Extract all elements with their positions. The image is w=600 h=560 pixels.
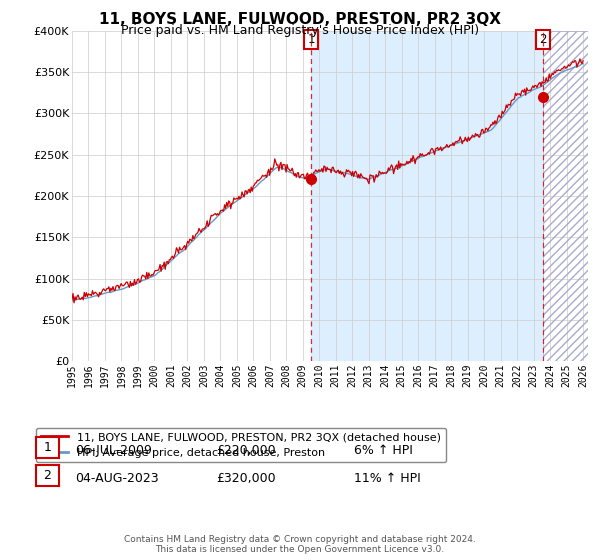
Text: Price paid vs. HM Land Registry's House Price Index (HPI): Price paid vs. HM Land Registry's House … bbox=[121, 24, 479, 36]
Text: Contains HM Land Registry data © Crown copyright and database right 2024.
This d: Contains HM Land Registry data © Crown c… bbox=[124, 535, 476, 554]
Text: £320,000: £320,000 bbox=[216, 472, 275, 486]
Text: 11% ↑ HPI: 11% ↑ HPI bbox=[354, 472, 421, 486]
Text: 2: 2 bbox=[539, 32, 547, 45]
Text: 1: 1 bbox=[43, 441, 52, 454]
Text: £220,000: £220,000 bbox=[216, 444, 275, 458]
Text: 04-AUG-2023: 04-AUG-2023 bbox=[75, 472, 158, 486]
Text: 1: 1 bbox=[307, 32, 315, 45]
Bar bbox=[543, 31, 591, 361]
Text: 6% ↑ HPI: 6% ↑ HPI bbox=[354, 444, 413, 458]
Text: 2: 2 bbox=[43, 469, 52, 482]
Bar bbox=[543, 31, 591, 361]
Bar bbox=[311, 31, 543, 361]
Bar bbox=[543, 31, 591, 361]
Legend: 11, BOYS LANE, FULWOOD, PRESTON, PR2 3QX (detached house), HPI: Average price, d: 11, BOYS LANE, FULWOOD, PRESTON, PR2 3QX… bbox=[36, 428, 446, 463]
Text: 11, BOYS LANE, FULWOOD, PRESTON, PR2 3QX: 11, BOYS LANE, FULWOOD, PRESTON, PR2 3QX bbox=[99, 12, 501, 27]
Text: 06-JUL-2009: 06-JUL-2009 bbox=[75, 444, 152, 458]
